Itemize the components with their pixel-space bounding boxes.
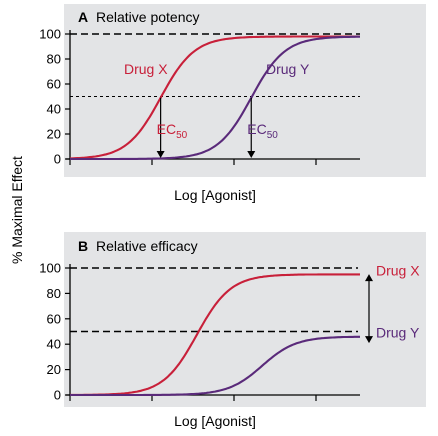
panel-background <box>64 232 426 407</box>
curve-drug-y <box>70 335 360 397</box>
ec50-label: EC50 <box>247 121 278 141</box>
y-tick-label: 60 <box>47 77 61 92</box>
curve-drug-x <box>70 35 360 160</box>
curve-drug-y <box>70 35 360 161</box>
y-tick-label: 0 <box>54 388 61 403</box>
y-axis-label: % Maximal Effect <box>9 156 25 264</box>
panel-letter: A <box>78 9 88 25</box>
y-tick-label: 20 <box>47 362 61 377</box>
panel-title: Relative efficacy <box>96 238 198 254</box>
y-tick-label: 100 <box>39 27 61 42</box>
efficacy-arrowhead-down <box>365 336 373 344</box>
y-tick-label: 60 <box>47 311 61 326</box>
panel-a: A Relative potency 100 80 60 40 20 0 Log [Agonis… <box>39 4 426 203</box>
ec50-label: EC50 <box>157 121 188 141</box>
y-tick-label: 40 <box>47 337 61 352</box>
y-tick-label: 100 <box>39 261 61 276</box>
x-axis-label: Log [Agonist] <box>174 187 256 203</box>
panel-b: B Relative efficacy 100 80 60 40 20 0 Log [Agoni… <box>39 232 426 429</box>
ec50-arrowhead <box>156 151 165 158</box>
series-label-drug-x: Drug X <box>376 262 420 278</box>
y-tick-label: 20 <box>47 127 61 142</box>
series-label-drug-y: Drug Y <box>266 61 310 77</box>
y-tick-label: 0 <box>54 152 61 167</box>
series-label-drug-y: Drug Y <box>376 325 420 341</box>
y-tick-label: 40 <box>47 102 61 117</box>
series-label-drug-x: Drug X <box>124 61 168 77</box>
ec50-arrowhead <box>247 151 256 158</box>
x-axis-label: Log [Agonist] <box>174 413 256 429</box>
y-tick-label: 80 <box>47 286 61 301</box>
panel-letter: B <box>78 238 88 254</box>
y-tick-label: 80 <box>47 52 61 67</box>
panel-title: Relative potency <box>96 9 200 25</box>
curve-drug-x <box>70 273 360 396</box>
panel-background <box>64 4 426 177</box>
efficacy-arrowhead-up <box>365 274 373 282</box>
